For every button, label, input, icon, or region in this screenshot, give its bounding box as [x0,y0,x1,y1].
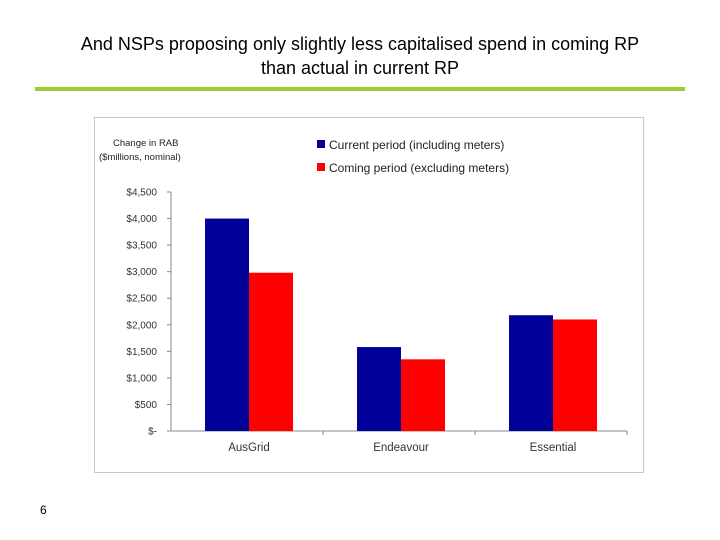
x-category-label: AusGrid [228,442,270,454]
bar-essential-series-1 [509,315,553,431]
slide-title-line-1: And NSPs proposing only slightly less ca… [80,34,640,54]
bar-ausgrid-series-2 [249,272,293,431]
legend-swatch-series-1 [317,140,325,148]
bar-endeavour-series-1 [357,347,401,431]
y-tick-label: $500 [135,400,158,411]
slide-title-line-2: than actual in current RP [260,58,460,78]
x-category-label: Essential [530,442,577,454]
legend-swatch-series-2 [317,163,325,171]
chart-frame: Change in RAB ($millions, nominal) $- $500 $… [94,117,644,473]
y-axis-label-line-2: ($millions, nominal) [99,152,181,163]
y-axis-label-line-1: Change in RAB [113,138,178,149]
y-tick-label: $2,500 [126,294,157,305]
page-number: 6 [40,503,47,517]
slide-title: And NSPs proposing only slightly less ca… [30,32,690,80]
y-tick-label: $1,000 [126,373,157,384]
legend-label-series-2: Coming period (excluding meters) [329,161,509,175]
title-divider [35,87,685,91]
bar-essential-series-2 [553,319,597,431]
y-tick-label: $4,000 [126,214,157,225]
y-tick-label: $3,000 [126,267,157,278]
x-category-label: Endeavour [373,442,429,454]
bar-ausgrid-series-1 [205,218,249,431]
y-tick-label: $3,500 [126,241,157,252]
y-tick-label: $1,500 [126,347,157,358]
bar-endeavour-series-2 [401,359,445,431]
y-tick-label: $2,000 [126,320,157,331]
bar-chart: Change in RAB ($millions, nominal) $- $500 $… [99,138,628,454]
y-tick-label: $4,500 [126,188,157,199]
legend-label-series-1: Current period (including meters) [329,138,504,152]
y-tick-label: $- [148,427,157,438]
